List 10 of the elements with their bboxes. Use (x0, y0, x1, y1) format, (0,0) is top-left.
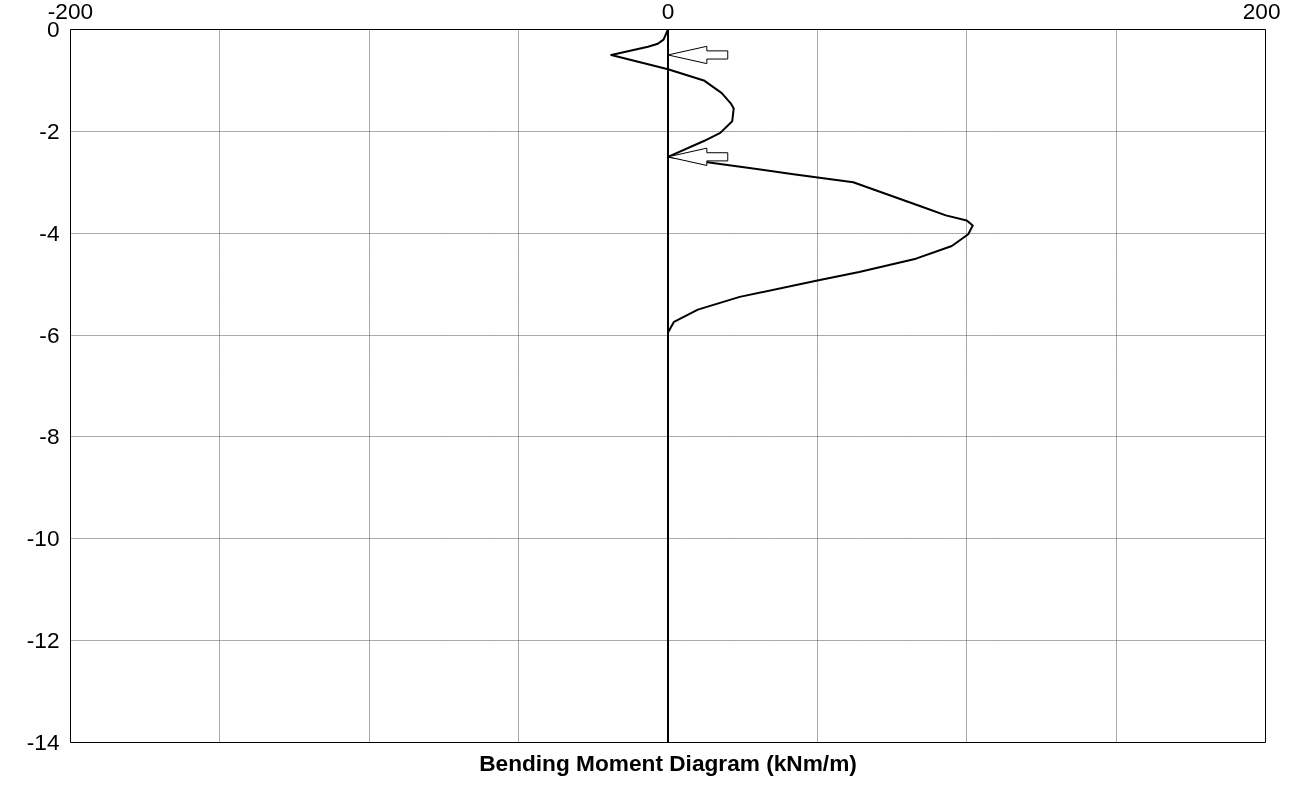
x-tick-label: 200 (1242, 0, 1281, 24)
y-tick-label: -2 (39, 117, 60, 144)
y-tick-label: -8 (39, 423, 60, 450)
y-tick-label: -12 (26, 627, 60, 654)
y-tick-label: -4 (39, 219, 60, 246)
x-tick-label: 0 (661, 0, 675, 24)
y-tick-label: -14 (26, 729, 60, 755)
y-tick-label: -6 (39, 321, 60, 348)
x-axis-title: Bending Moment Diagram (kNm/m) (479, 749, 857, 776)
y-tick-label: -10 (26, 525, 60, 552)
